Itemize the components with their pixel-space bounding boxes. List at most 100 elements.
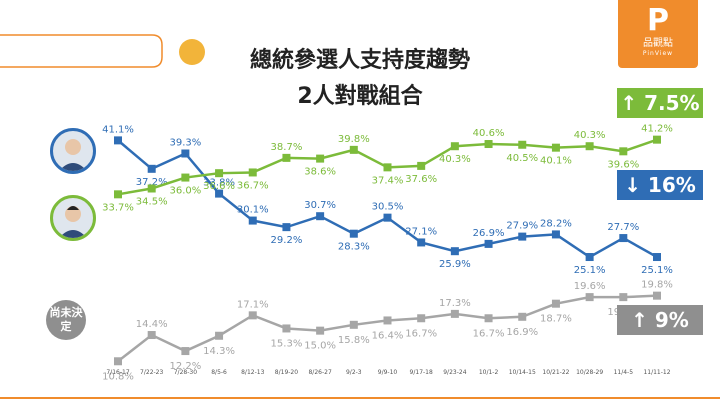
data-point [114, 357, 122, 366]
data-point [518, 232, 527, 241]
badge-gray-change: ↑ 9% [617, 305, 703, 335]
data-label: 15.8% [338, 335, 370, 346]
data-point [653, 135, 661, 144]
data-label: 16.7% [405, 328, 437, 339]
data-label: 12.2% [169, 361, 201, 372]
data-point [551, 143, 560, 152]
logo-p-icon: P [647, 3, 669, 38]
data-label: 41.1% [102, 124, 134, 135]
x-tick-label: 8/12-13 [241, 369, 264, 376]
chart-subtitle: 2人對戰組合 [297, 84, 423, 109]
series-line-0 [117, 139, 658, 259]
data-label: 34.5% [136, 196, 168, 207]
data-label: 30.7% [304, 200, 336, 211]
candidate-avatar-blue [50, 128, 96, 174]
brand-logo: P 品觀點 PinView [618, 0, 698, 68]
data-point [147, 184, 156, 193]
data-point [181, 149, 190, 158]
data-label: 40.5% [506, 153, 538, 164]
data-label: 25.9% [439, 259, 471, 270]
data-label: 27.1% [405, 226, 437, 237]
title-dot-icon [179, 39, 205, 65]
data-point [215, 189, 224, 198]
data-label: 28.3% [338, 242, 370, 253]
x-tick-label: 8/19-20 [275, 369, 298, 376]
logo-name: 品觀點 [643, 38, 673, 49]
data-label: 30.1% [237, 205, 269, 216]
data-point [147, 164, 156, 173]
data-point [450, 142, 459, 151]
data-label: 18.7% [540, 314, 572, 325]
data-label: 40.6% [473, 128, 505, 139]
data-point [383, 316, 392, 325]
badge-green-change: ↑ 7.5% [617, 88, 703, 118]
data-point [417, 238, 426, 247]
data-label: 38.7% [271, 142, 303, 153]
x-tick-label: 10/28-29 [576, 369, 603, 376]
data-point [417, 161, 426, 170]
data-label: 14.3% [203, 346, 235, 357]
data-point [585, 293, 594, 302]
data-point [450, 309, 459, 318]
chart-title: 總統參選人支持度趨勢 [249, 48, 470, 73]
data-point [518, 312, 527, 321]
data-label: 27.9% [506, 221, 538, 232]
data-label: 37.6% [405, 174, 437, 185]
data-label: 33.7% [102, 202, 134, 213]
data-label: 36.0% [169, 186, 201, 197]
x-tick-label: 9/9-10 [378, 369, 398, 376]
data-label: 39.8% [338, 134, 370, 145]
data-label: 40.3% [439, 154, 471, 165]
data-label: 14.4% [136, 319, 168, 330]
data-label: 29.2% [271, 235, 303, 246]
data-point [484, 140, 493, 149]
data-label: 15.0% [304, 341, 336, 352]
data-point [484, 239, 493, 248]
data-label: 16.9% [506, 327, 538, 338]
data-label: 25.1% [574, 265, 606, 276]
data-point [653, 253, 661, 262]
data-point [551, 299, 560, 308]
data-point [551, 230, 560, 239]
data-point [147, 331, 156, 340]
data-point [585, 142, 594, 151]
data-point [282, 324, 291, 333]
data-point [450, 247, 459, 256]
data-point [417, 314, 426, 323]
x-tick-label: 7/16-17 [106, 369, 129, 376]
data-point [585, 253, 594, 262]
x-tick-label: 11/11-12 [643, 369, 670, 376]
x-tick-label: 10/1-2 [479, 369, 499, 376]
data-point [619, 293, 628, 302]
data-point [619, 147, 628, 156]
data-label: 27.7% [607, 222, 639, 233]
undecided-badge: 尚未決定 [46, 300, 86, 340]
data-label: 17.3% [439, 298, 471, 309]
x-tick-label: 9/2-3 [346, 369, 362, 376]
data-label: 30.5% [372, 202, 404, 213]
data-point [248, 168, 257, 177]
data-label: 25.1% [641, 265, 673, 276]
person-icon [59, 206, 87, 238]
x-tick-label: 9/17-18 [410, 369, 433, 376]
data-point [215, 331, 224, 340]
data-point [484, 314, 493, 323]
data-point [114, 190, 122, 199]
data-point [248, 216, 257, 225]
data-point [349, 320, 358, 329]
data-point [518, 140, 527, 149]
data-label: 19.8% [641, 280, 673, 291]
data-label: 17.1% [237, 299, 269, 310]
data-point [349, 145, 358, 154]
logo-sub: PinView [642, 50, 674, 57]
data-label: 41.2% [641, 124, 673, 135]
data-label: 28.2% [540, 218, 572, 229]
x-tick-label: 8/5-6 [211, 369, 227, 376]
data-label: 37.2% [136, 177, 168, 188]
data-label: 39.6% [607, 159, 639, 170]
data-label: 38.6% [304, 167, 336, 178]
data-label: 26.9% [473, 228, 505, 239]
data-label: 39.3% [169, 138, 201, 149]
data-point [215, 169, 224, 178]
